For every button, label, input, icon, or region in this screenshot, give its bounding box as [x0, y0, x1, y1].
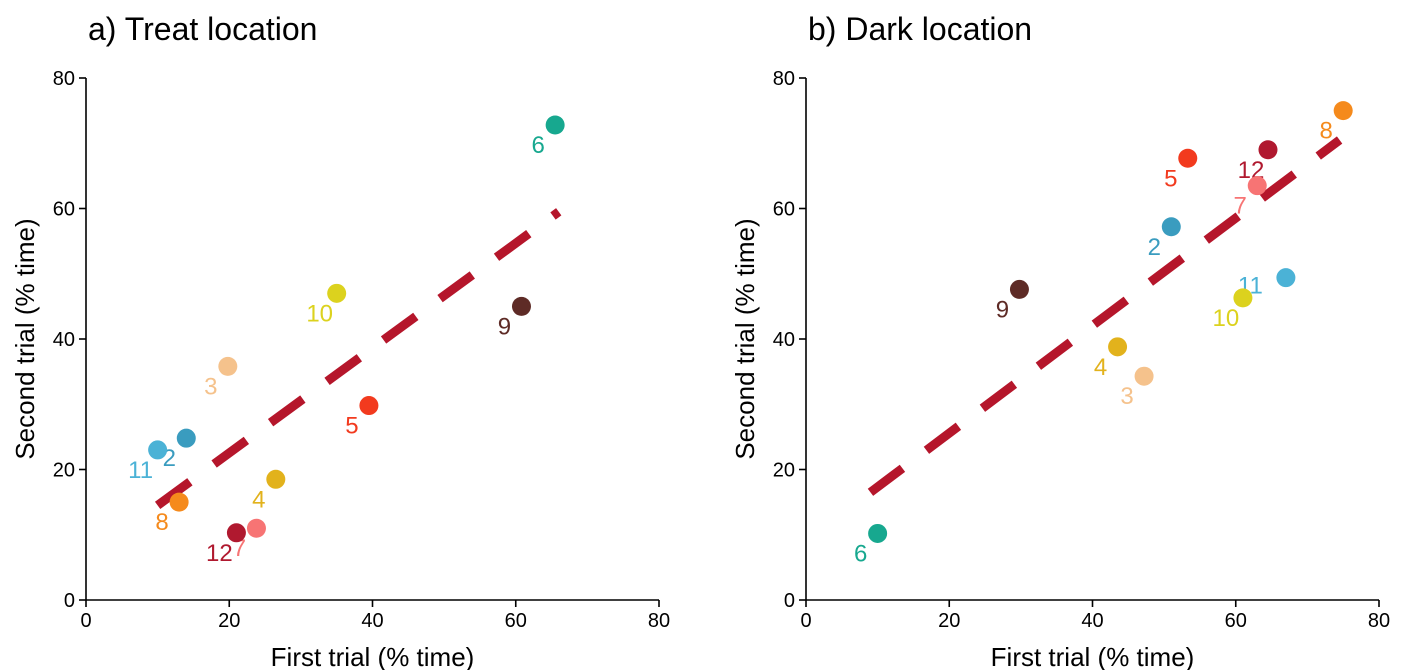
- data-label-5: 5: [345, 413, 358, 440]
- data-point-7: [1247, 176, 1267, 196]
- data-point-6: [545, 115, 565, 135]
- data-point-5: [1178, 148, 1198, 168]
- data-label-4: 4: [1094, 354, 1107, 381]
- y-tick-label: 0: [64, 590, 75, 612]
- y-tick-label: 40: [53, 329, 75, 351]
- data-point-12: [1258, 140, 1278, 160]
- data-label-6: 6: [854, 540, 867, 567]
- data-point-11: [148, 440, 168, 460]
- regression-line: [154, 208, 562, 510]
- x-tick-label: 60: [505, 610, 527, 632]
- y-tick-label: 0: [784, 590, 795, 612]
- y-tick-label: 80: [773, 68, 795, 90]
- data-label-4: 4: [252, 486, 265, 513]
- data-point-2: [176, 428, 196, 448]
- data-label-11: 11: [128, 457, 153, 484]
- data-label-9: 9: [996, 296, 1009, 323]
- y-tick-label: 20: [773, 460, 795, 482]
- data-point-2: [1161, 217, 1181, 237]
- data-point-4: [266, 469, 286, 489]
- x-axis-title: First trial (% time): [991, 642, 1195, 670]
- data-label-8: 8: [155, 509, 168, 536]
- chart-panel-a: a) Treat location 0 20 40 60 80 0 20 40 60 80 First…: [10, 11, 670, 670]
- data-label-9: 9: [498, 313, 511, 340]
- data-label-7: 7: [1234, 193, 1247, 220]
- data-point-3: [218, 356, 238, 376]
- y-tick-label: 60: [53, 199, 75, 221]
- data-point-12: [226, 523, 246, 543]
- data-label-12: 12: [206, 540, 233, 567]
- x-tick-label: 40: [1081, 610, 1103, 632]
- y-tick-label: 40: [773, 329, 795, 351]
- data-label-10: 10: [1213, 305, 1240, 332]
- x-tick-label: 0: [80, 610, 91, 632]
- x-tick-label: 80: [1368, 610, 1390, 632]
- data-point-9: [511, 296, 531, 316]
- chart-title: a) Treat location: [88, 11, 317, 47]
- data-point-4: [1108, 337, 1128, 357]
- data-label-6: 6: [531, 132, 544, 159]
- data-point-9: [1009, 279, 1029, 299]
- data-label-5: 5: [1164, 165, 1177, 192]
- data-point-8: [1333, 101, 1353, 121]
- x-axis-title: First trial (% time): [271, 642, 475, 670]
- data-point-11: [1276, 268, 1296, 288]
- data-label-2: 2: [1148, 234, 1161, 261]
- data-point-8: [169, 492, 189, 512]
- data-point-10: [1233, 288, 1253, 308]
- chart-title: b) Dark location: [808, 11, 1032, 47]
- y-axis-title: Second trial (% time): [10, 218, 40, 459]
- data-label-3: 3: [1120, 383, 1133, 410]
- data-label-10: 10: [306, 300, 333, 327]
- data-point-6: [868, 523, 888, 543]
- x-tick-label: 20: [938, 610, 960, 632]
- regression-line: [867, 136, 1343, 496]
- x-tick-label: 80: [648, 610, 670, 632]
- data-point-5: [359, 396, 379, 416]
- y-axis-title: Second trial (% time): [730, 218, 760, 459]
- x-tick-label: 20: [218, 610, 240, 632]
- x-tick-label: 60: [1225, 610, 1247, 632]
- data-point-10: [327, 283, 347, 303]
- y-tick-label: 20: [53, 460, 75, 482]
- y-tick-label: 60: [773, 199, 795, 221]
- chart-panel-b: b) Dark location 0 20 40 60 80 0 20 40 60 80 First …: [730, 11, 1390, 670]
- y-tick-label: 80: [53, 68, 75, 90]
- data-label-3: 3: [204, 373, 217, 400]
- x-tick-label: 40: [361, 610, 383, 632]
- x-tick-label: 0: [800, 610, 811, 632]
- data-point-3: [1134, 366, 1154, 386]
- data-label-8: 8: [1320, 118, 1333, 145]
- data-point-7: [246, 518, 266, 538]
